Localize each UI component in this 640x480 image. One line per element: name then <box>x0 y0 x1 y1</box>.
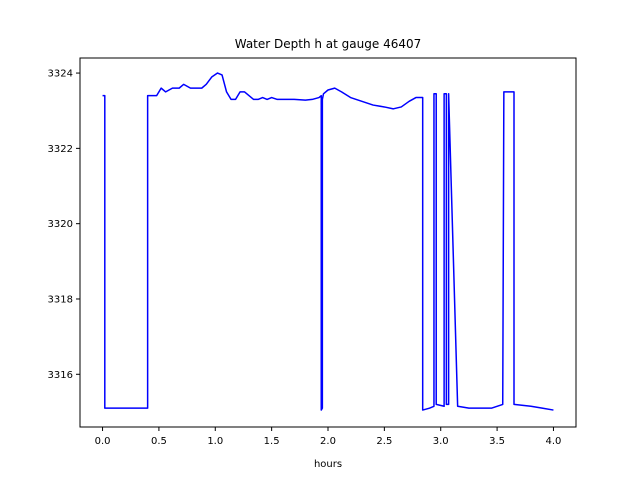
x-tick-label: 1.0 <box>207 436 223 447</box>
x-tick-label: 1.5 <box>264 436 280 447</box>
x-tick-label: 3.5 <box>489 436 505 447</box>
x-tick-label: 4.0 <box>546 436 562 447</box>
x-tick-label: 0.0 <box>95 436 111 447</box>
x-axis: 0.0 0.5 1.0 1.5 2.0 2.5 3.0 3.5 4.0 <box>95 427 562 447</box>
y-axis: 3316 3318 3320 3322 3324 <box>48 69 80 381</box>
x-axis-label: hours <box>314 459 342 470</box>
x-tick-label: 2.0 <box>320 436 336 447</box>
x-tick-label: 2.5 <box>376 436 392 447</box>
x-tick-label: 3.0 <box>433 436 449 447</box>
y-tick-label: 3320 <box>48 219 73 230</box>
y-tick-label: 3316 <box>48 370 73 381</box>
plot-frame <box>79 57 577 428</box>
chart-title: Water Depth h at gauge 46407 <box>235 37 422 51</box>
y-tick-label: 3324 <box>48 69 73 80</box>
series-line-0 <box>102 72 554 411</box>
plot-area <box>102 72 554 411</box>
y-tick-label: 3318 <box>48 294 73 305</box>
y-tick-label: 3322 <box>48 144 73 155</box>
x-tick-label: 0.5 <box>151 436 167 447</box>
